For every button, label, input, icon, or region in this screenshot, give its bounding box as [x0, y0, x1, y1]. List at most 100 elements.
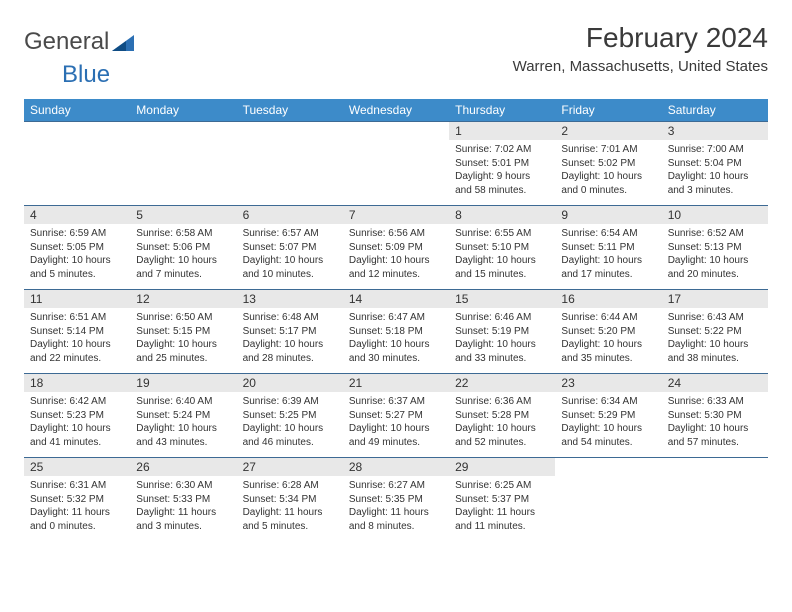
day-number: 27: [237, 458, 343, 476]
day-detail-line: Sunset: 5:23 PM: [30, 409, 124, 423]
weekday-header: Thursday: [449, 99, 555, 122]
day-detail-line: and 7 minutes.: [136, 268, 230, 282]
day-detail-line: Sunset: 5:32 PM: [30, 493, 124, 507]
day-detail-line: Sunrise: 6:30 AM: [136, 479, 230, 493]
day-detail-line: Sunset: 5:37 PM: [455, 493, 549, 507]
day-number: 4: [24, 206, 130, 224]
day-details: Sunrise: 6:37 AMSunset: 5:27 PMDaylight:…: [343, 392, 449, 449]
calendar-cell: 15Sunrise: 6:46 AMSunset: 5:19 PMDayligh…: [449, 290, 555, 374]
day-detail-line: Sunrise: 6:28 AM: [243, 479, 337, 493]
day-detail-line: and 35 minutes.: [561, 352, 655, 366]
calendar-table: Sunday Monday Tuesday Wednesday Thursday…: [24, 99, 768, 542]
calendar-cell: [555, 458, 661, 542]
calendar-row: 18Sunrise: 6:42 AMSunset: 5:23 PMDayligh…: [24, 374, 768, 458]
day-number: 1: [449, 122, 555, 140]
day-details: Sunrise: 6:42 AMSunset: 5:23 PMDaylight:…: [24, 392, 130, 449]
day-detail-line: and 11 minutes.: [455, 520, 549, 534]
day-detail-line: Daylight: 10 hours: [668, 254, 762, 268]
day-detail-line: Sunset: 5:02 PM: [561, 157, 655, 171]
day-detail-line: Sunrise: 6:44 AM: [561, 311, 655, 325]
day-detail-line: Daylight: 10 hours: [136, 422, 230, 436]
day-detail-line: Sunrise: 6:56 AM: [349, 227, 443, 241]
logo-triangle-icon: [112, 30, 134, 58]
day-detail-line: and 3 minutes.: [136, 520, 230, 534]
day-details: Sunrise: 6:34 AMSunset: 5:29 PMDaylight:…: [555, 392, 661, 449]
weekday-header: Saturday: [662, 99, 768, 122]
calendar-row: 11Sunrise: 6:51 AMSunset: 5:14 PMDayligh…: [24, 290, 768, 374]
calendar-cell: 14Sunrise: 6:47 AMSunset: 5:18 PMDayligh…: [343, 290, 449, 374]
day-detail-line: Sunrise: 7:00 AM: [668, 143, 762, 157]
day-number: 11: [24, 290, 130, 308]
day-detail-line: Daylight: 10 hours: [455, 254, 549, 268]
calendar-cell: 28Sunrise: 6:27 AMSunset: 5:35 PMDayligh…: [343, 458, 449, 542]
calendar-cell: [24, 122, 130, 206]
day-number: 22: [449, 374, 555, 392]
calendar-cell: 18Sunrise: 6:42 AMSunset: 5:23 PMDayligh…: [24, 374, 130, 458]
day-detail-line: Sunrise: 6:55 AM: [455, 227, 549, 241]
day-detail-line: and 54 minutes.: [561, 436, 655, 450]
day-detail-line: Sunset: 5:34 PM: [243, 493, 337, 507]
location: Warren, Massachusetts, United States: [513, 58, 768, 75]
day-details: Sunrise: 6:36 AMSunset: 5:28 PMDaylight:…: [449, 392, 555, 449]
calendar-cell: 11Sunrise: 6:51 AMSunset: 5:14 PMDayligh…: [24, 290, 130, 374]
day-detail-line: Sunset: 5:10 PM: [455, 241, 549, 255]
day-detail-line: Daylight: 10 hours: [561, 338, 655, 352]
day-detail-line: and 57 minutes.: [668, 436, 762, 450]
day-detail-line: Daylight: 10 hours: [668, 422, 762, 436]
calendar-cell: 24Sunrise: 6:33 AMSunset: 5:30 PMDayligh…: [662, 374, 768, 458]
day-number: 13: [237, 290, 343, 308]
day-detail-line: Sunset: 5:29 PM: [561, 409, 655, 423]
day-detail-line: Sunrise: 6:50 AM: [136, 311, 230, 325]
day-detail-line: Sunset: 5:06 PM: [136, 241, 230, 255]
calendar-cell: 5Sunrise: 6:58 AMSunset: 5:06 PMDaylight…: [130, 206, 236, 290]
calendar-cell: 19Sunrise: 6:40 AMSunset: 5:24 PMDayligh…: [130, 374, 236, 458]
day-detail-line: Daylight: 10 hours: [30, 254, 124, 268]
day-number: 2: [555, 122, 661, 140]
day-detail-line: Daylight: 11 hours: [243, 506, 337, 520]
logo-text-2: Blue: [62, 61, 110, 89]
day-detail-line: Sunset: 5:07 PM: [243, 241, 337, 255]
day-detail-line: and 12 minutes.: [349, 268, 443, 282]
calendar-cell: 21Sunrise: 6:37 AMSunset: 5:27 PMDayligh…: [343, 374, 449, 458]
day-details: Sunrise: 6:40 AMSunset: 5:24 PMDaylight:…: [130, 392, 236, 449]
day-detail-line: Sunrise: 6:57 AM: [243, 227, 337, 241]
day-number: 5: [130, 206, 236, 224]
day-detail-line: and 30 minutes.: [349, 352, 443, 366]
day-detail-line: Daylight: 11 hours: [136, 506, 230, 520]
calendar-cell: 29Sunrise: 6:25 AMSunset: 5:37 PMDayligh…: [449, 458, 555, 542]
day-detail-line: Sunrise: 6:34 AM: [561, 395, 655, 409]
calendar-cell: 7Sunrise: 6:56 AMSunset: 5:09 PMDaylight…: [343, 206, 449, 290]
weekday-header: Sunday: [24, 99, 130, 122]
day-number: 6: [237, 206, 343, 224]
weekday-header: Friday: [555, 99, 661, 122]
weekday-header: Monday: [130, 99, 236, 122]
day-number: 10: [662, 206, 768, 224]
day-number: 18: [24, 374, 130, 392]
day-detail-line: Sunrise: 7:02 AM: [455, 143, 549, 157]
day-details: Sunrise: 6:30 AMSunset: 5:33 PMDaylight:…: [130, 476, 236, 533]
day-detail-line: and 58 minutes.: [455, 184, 549, 198]
day-number: 28: [343, 458, 449, 476]
day-detail-line: Sunset: 5:35 PM: [349, 493, 443, 507]
calendar-cell: [237, 122, 343, 206]
day-detail-line: Daylight: 10 hours: [349, 254, 443, 268]
day-detail-line: Sunset: 5:24 PM: [136, 409, 230, 423]
day-details: Sunrise: 6:46 AMSunset: 5:19 PMDaylight:…: [449, 308, 555, 365]
day-detail-line: Sunset: 5:15 PM: [136, 325, 230, 339]
day-number: 23: [555, 374, 661, 392]
day-details: Sunrise: 6:47 AMSunset: 5:18 PMDaylight:…: [343, 308, 449, 365]
calendar-cell: 17Sunrise: 6:43 AMSunset: 5:22 PMDayligh…: [662, 290, 768, 374]
day-detail-line: Sunrise: 6:27 AM: [349, 479, 443, 493]
day-details: Sunrise: 7:01 AMSunset: 5:02 PMDaylight:…: [555, 140, 661, 197]
day-detail-line: Sunrise: 6:54 AM: [561, 227, 655, 241]
calendar-cell: 22Sunrise: 6:36 AMSunset: 5:28 PMDayligh…: [449, 374, 555, 458]
day-detail-line: Daylight: 10 hours: [243, 338, 337, 352]
day-detail-line: and 5 minutes.: [30, 268, 124, 282]
day-detail-line: Daylight: 10 hours: [668, 338, 762, 352]
day-detail-line: Sunset: 5:20 PM: [561, 325, 655, 339]
day-details: Sunrise: 7:00 AMSunset: 5:04 PMDaylight:…: [662, 140, 768, 197]
day-detail-line: Sunset: 5:27 PM: [349, 409, 443, 423]
day-details: Sunrise: 6:28 AMSunset: 5:34 PMDaylight:…: [237, 476, 343, 533]
day-number: 8: [449, 206, 555, 224]
day-detail-line: Daylight: 10 hours: [349, 338, 443, 352]
